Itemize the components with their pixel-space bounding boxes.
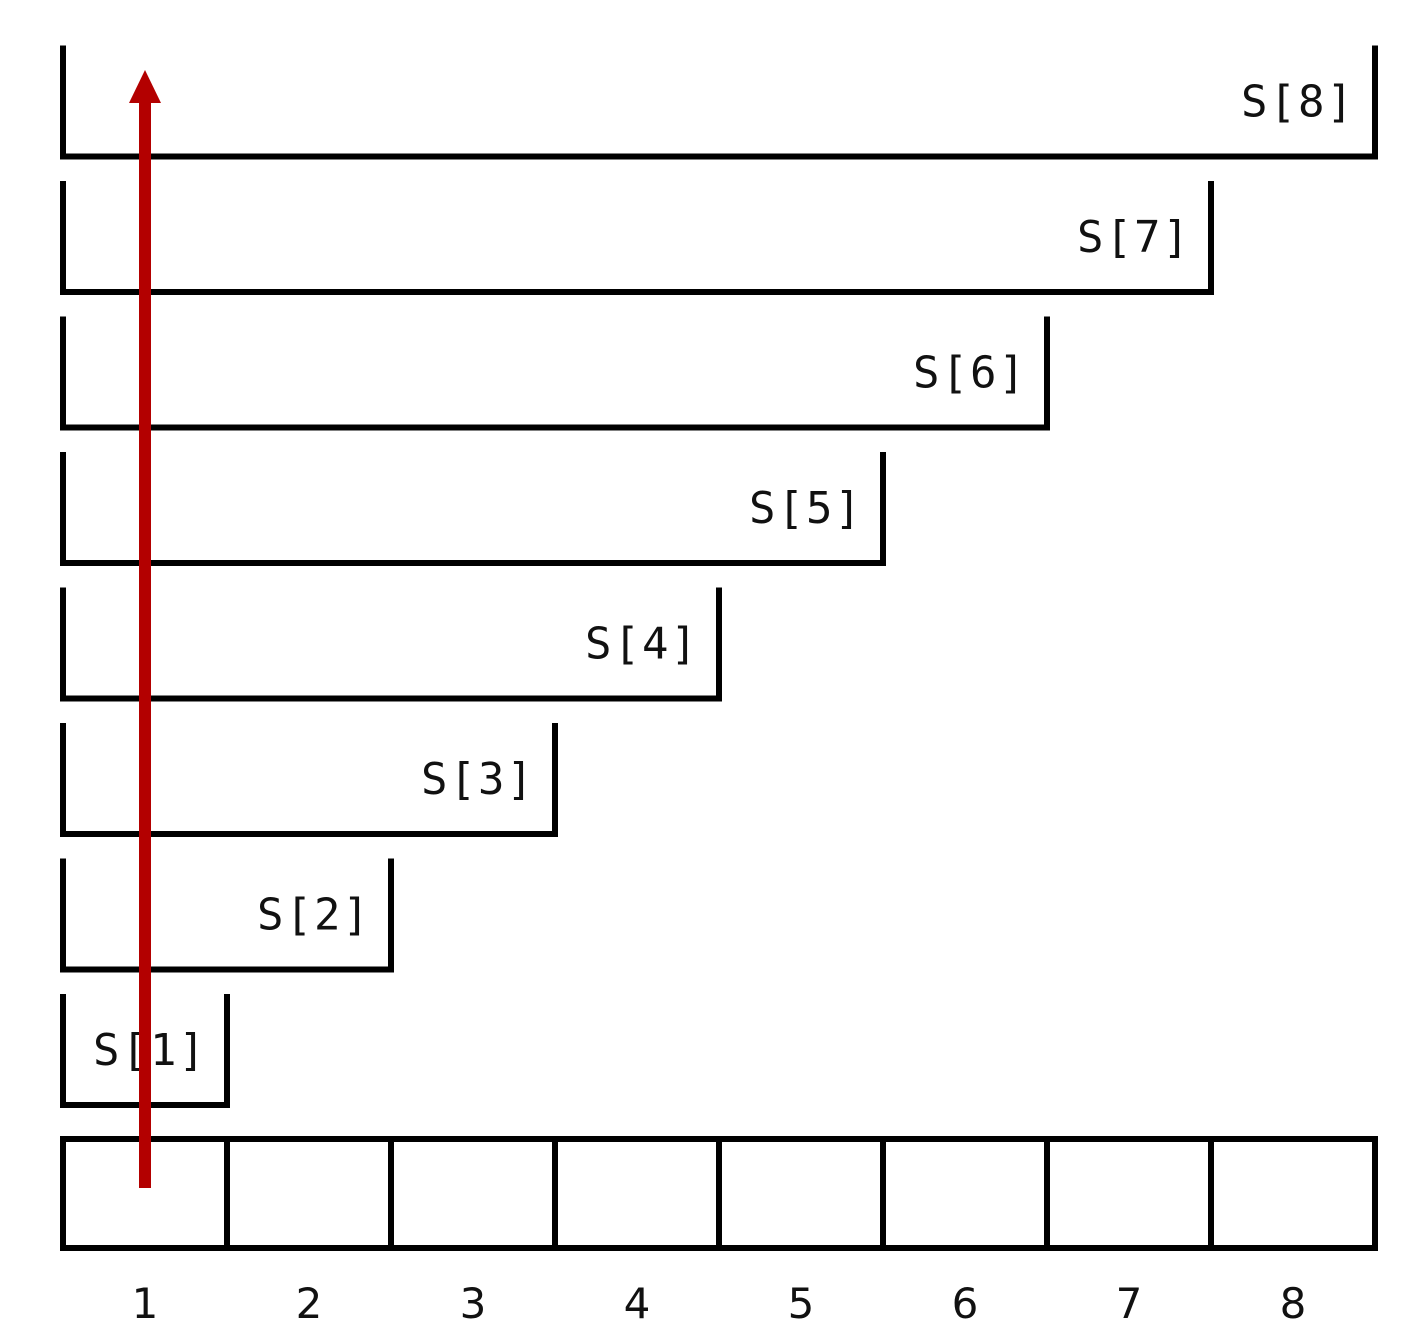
red-arrow: [129, 70, 161, 1188]
prefix-bracket-8: [60, 45, 1378, 160]
array-cell-3: [388, 1136, 558, 1251]
array-cell-7: [1044, 1136, 1214, 1251]
index-label-8: 8: [1280, 1279, 1307, 1328]
index-label-2: 2: [296, 1279, 323, 1328]
prefix-label-7: S[7]: [1077, 212, 1191, 263]
array-cells: [60, 1136, 1378, 1251]
prefix-brackets: S[1]S[2]S[3]S[4]S[5]S[6]S[7]S[8]: [60, 45, 1378, 1108]
index-label-6: 6: [952, 1279, 979, 1328]
index-label-5: 5: [788, 1279, 815, 1328]
arrow-head-icon: [129, 70, 161, 103]
index-label-3: 3: [460, 1279, 487, 1328]
index-label-4: 4: [624, 1279, 651, 1328]
array-cell-4: [552, 1136, 722, 1251]
prefix-label-6: S[6]: [913, 348, 1027, 399]
prefix-bracket-6: [60, 316, 1050, 431]
prefix-label-2: S[2]: [257, 890, 371, 941]
prefix-label-5: S[5]: [749, 483, 863, 534]
prefix-bracket-5: [60, 452, 886, 566]
prefix-label-3: S[3]: [421, 754, 535, 805]
array-cell-6: [880, 1136, 1050, 1251]
prefix-label-8: S[8]: [1241, 77, 1355, 128]
index-label-7: 7: [1116, 1279, 1143, 1328]
index-label-1: 1: [132, 1279, 159, 1328]
prefix-bracket-7: [60, 181, 1214, 295]
prefix-bracket-4: [60, 587, 722, 702]
array-cell-5: [716, 1136, 886, 1251]
prefix-bracket-3: [60, 723, 558, 837]
prefix-bracket-2: [60, 858, 394, 973]
index-labels: 1 2 3 4 5 6 7 8: [132, 1279, 1307, 1328]
array-cell-2: [224, 1136, 394, 1251]
array-cell-8: [1208, 1136, 1378, 1251]
prefix-label-4: S[4]: [585, 619, 699, 670]
